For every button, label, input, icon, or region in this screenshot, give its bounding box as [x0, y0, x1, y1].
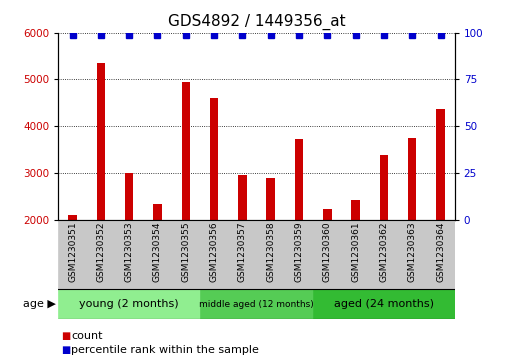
- Text: GSM1230362: GSM1230362: [379, 222, 389, 282]
- Bar: [408, 138, 417, 313]
- Bar: [172, 220, 200, 289]
- Text: GSM1230356: GSM1230356: [210, 222, 218, 282]
- Bar: [379, 155, 388, 313]
- Text: GSM1230359: GSM1230359: [295, 222, 303, 282]
- Text: GSM1230361: GSM1230361: [351, 222, 360, 282]
- Text: middle aged (12 months): middle aged (12 months): [199, 299, 314, 309]
- Bar: [153, 204, 162, 313]
- Bar: [200, 220, 228, 289]
- Text: GSM1230354: GSM1230354: [153, 222, 162, 282]
- Text: age ▶: age ▶: [23, 299, 56, 309]
- Bar: [58, 289, 200, 319]
- Bar: [341, 220, 370, 289]
- Bar: [285, 220, 313, 289]
- Bar: [370, 220, 398, 289]
- Text: GSM1230360: GSM1230360: [323, 222, 332, 282]
- Bar: [313, 289, 455, 319]
- Text: count: count: [71, 331, 103, 341]
- Bar: [181, 82, 190, 313]
- Bar: [228, 220, 257, 289]
- Bar: [295, 139, 303, 313]
- Bar: [257, 220, 285, 289]
- Bar: [436, 109, 445, 313]
- Bar: [58, 220, 87, 289]
- Text: GSM1230358: GSM1230358: [266, 222, 275, 282]
- Text: ■: ■: [61, 331, 71, 341]
- Text: GSM1230364: GSM1230364: [436, 222, 445, 282]
- Title: GDS4892 / 1449356_at: GDS4892 / 1449356_at: [168, 14, 345, 30]
- Text: GSM1230352: GSM1230352: [97, 222, 105, 282]
- Text: GSM1230357: GSM1230357: [238, 222, 247, 282]
- Bar: [210, 98, 218, 313]
- Bar: [97, 63, 105, 313]
- Bar: [143, 220, 172, 289]
- Text: GSM1230353: GSM1230353: [124, 222, 134, 282]
- Bar: [115, 220, 143, 289]
- Text: GSM1230351: GSM1230351: [68, 222, 77, 282]
- Text: GSM1230355: GSM1230355: [181, 222, 190, 282]
- Bar: [398, 220, 426, 289]
- Bar: [352, 200, 360, 313]
- Text: ■: ■: [61, 345, 71, 355]
- Bar: [323, 209, 332, 313]
- Bar: [200, 289, 313, 319]
- Text: young (2 months): young (2 months): [79, 299, 179, 309]
- Bar: [87, 220, 115, 289]
- Text: percentile rank within the sample: percentile rank within the sample: [71, 345, 259, 355]
- Bar: [266, 179, 275, 313]
- Bar: [125, 173, 134, 313]
- Text: aged (24 months): aged (24 months): [334, 299, 434, 309]
- Bar: [426, 220, 455, 289]
- Bar: [68, 215, 77, 313]
- Bar: [238, 175, 246, 313]
- Text: GSM1230363: GSM1230363: [408, 222, 417, 282]
- Bar: [313, 220, 341, 289]
